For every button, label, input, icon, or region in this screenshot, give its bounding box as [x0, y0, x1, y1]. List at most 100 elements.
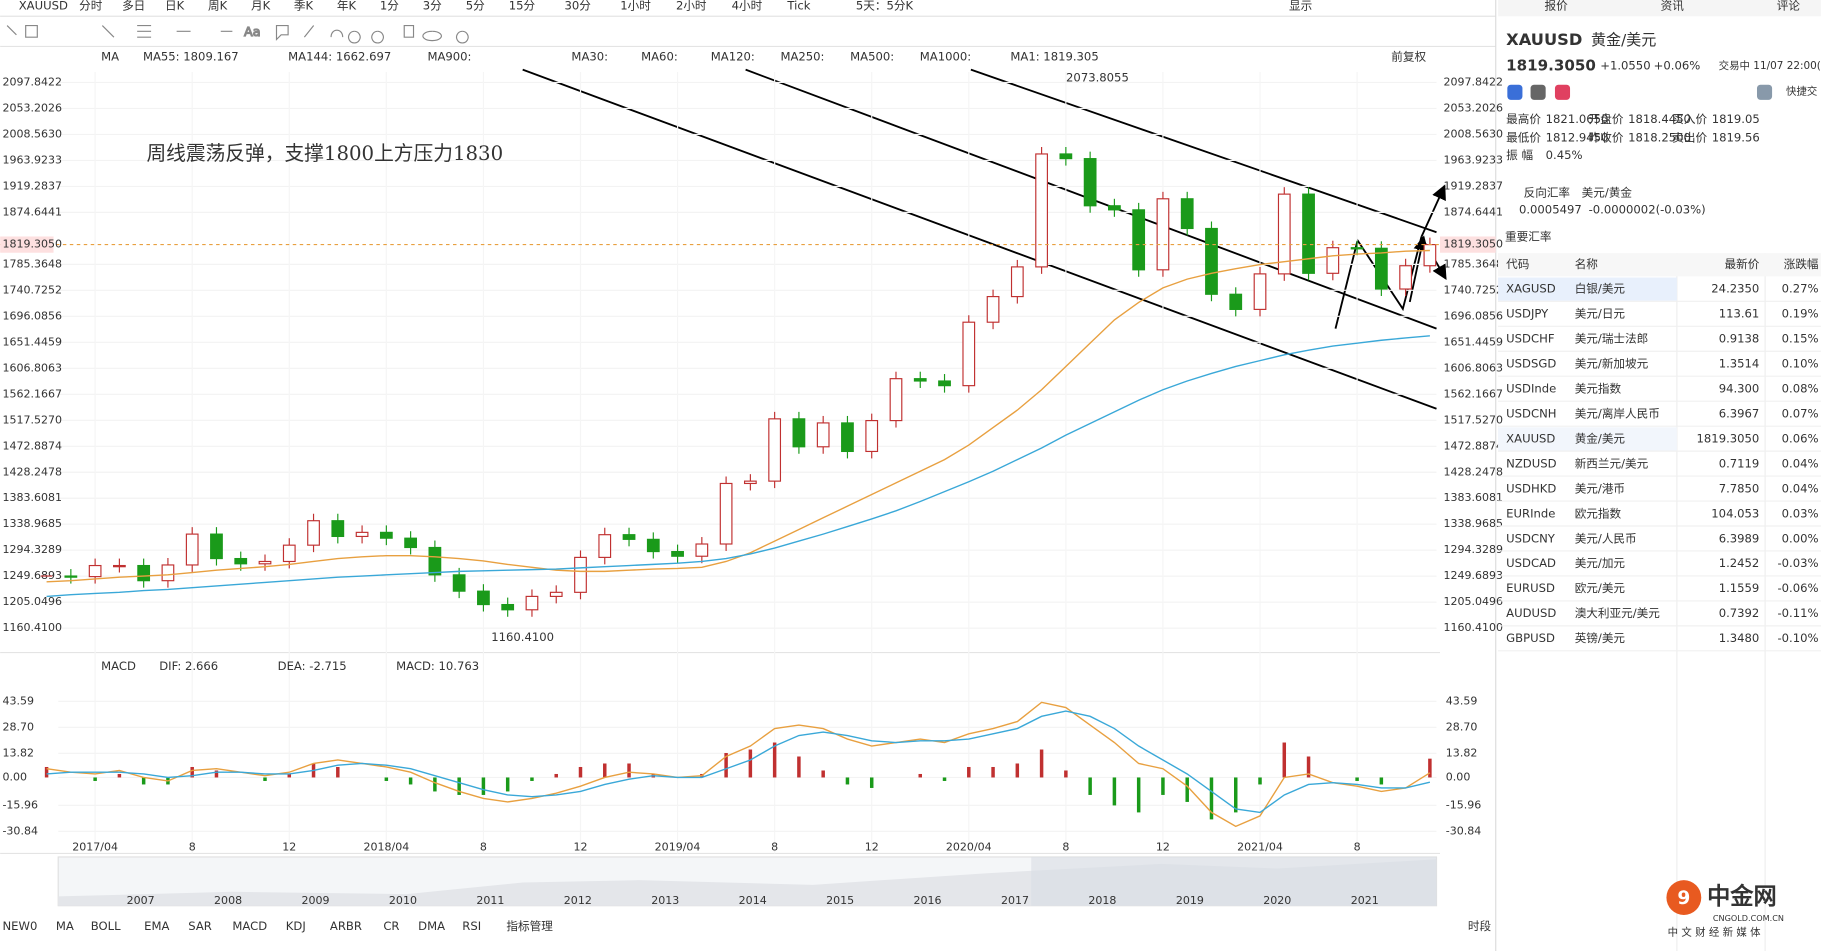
- row-name[interactable]: 新西兰元/美元: [1575, 456, 1649, 470]
- y-tick-label: 2053.2026: [1443, 101, 1503, 114]
- y-tick-label: 1606.8063: [2, 361, 62, 374]
- row-name[interactable]: 美元/离岸人民币: [1575, 406, 1660, 420]
- row-change: 0.08%: [1782, 381, 1819, 395]
- row-name[interactable]: 美元/人民币: [1575, 531, 1637, 545]
- candle: [913, 378, 927, 382]
- period-tab[interactable]: 15分: [509, 0, 536, 12]
- row-change: 0.03%: [1782, 506, 1819, 520]
- period-tab[interactable]: 1分: [380, 0, 399, 12]
- period-tab[interactable]: 3分: [423, 0, 442, 12]
- side-tab[interactable]: 资讯: [1661, 0, 1685, 12]
- row-code[interactable]: USDInde: [1506, 381, 1556, 395]
- quick-trade[interactable]: 快捷交: [1786, 85, 1817, 98]
- row-name[interactable]: 黄金/美元: [1575, 431, 1626, 445]
- period-tab[interactable]: 日K: [165, 0, 185, 12]
- indicator-tab[interactable]: EMA: [144, 919, 169, 933]
- display-button[interactable]: 显示: [1289, 0, 1312, 12]
- row-name[interactable]: 美元/日元: [1575, 307, 1626, 321]
- row-name[interactable]: 美元/瑞士法郎: [1575, 332, 1649, 346]
- macd-bar: [117, 773, 122, 778]
- row-code[interactable]: XAGUSD: [1506, 282, 1556, 296]
- period-tab[interactable]: 2小时: [676, 0, 707, 12]
- svg-text:9: 9: [1677, 888, 1690, 909]
- macd-bar: [1355, 777, 1359, 781]
- stat-value: 1812.9450: [1546, 131, 1609, 145]
- row-code[interactable]: EURUSD: [1506, 581, 1555, 595]
- row-name[interactable]: 美元/新加坡元: [1575, 357, 1649, 371]
- macd-bar: [748, 749, 753, 778]
- indicator-tab[interactable]: MA: [56, 919, 74, 933]
- indicator-tab[interactable]: ARBR: [330, 919, 362, 933]
- indicator-tab[interactable]: BOLL: [91, 919, 121, 933]
- y-tick-label: 1785.3648: [2, 257, 62, 270]
- macd-bar: [724, 753, 728, 778]
- row-code[interactable]: USDCHF: [1506, 332, 1554, 346]
- macd-tick-label: 13.82: [2, 746, 34, 759]
- macd-bar: [797, 756, 801, 778]
- row-name[interactable]: 欧元/美元: [1575, 581, 1626, 595]
- row-code[interactable]: AUDUSD: [1506, 606, 1556, 620]
- period-tab[interactable]: 1小时: [620, 0, 651, 12]
- period-tab[interactable]: 分时: [79, 0, 103, 12]
- side-name: 黄金/美元: [1591, 31, 1656, 49]
- stat-value: 1819.05: [1712, 112, 1760, 126]
- indicator-tab[interactable]: 指标管理: [506, 919, 553, 933]
- reverse-pair: 美元/黄金: [1582, 185, 1633, 199]
- indicator-tab[interactable]: DMA: [418, 919, 445, 933]
- candle: [986, 296, 1000, 323]
- row-name[interactable]: 美元/加元: [1575, 556, 1626, 570]
- period-tab[interactable]: 多日: [122, 0, 145, 12]
- row-name[interactable]: 美元/港币: [1575, 481, 1625, 495]
- side-icons[interactable]: [1507, 84, 1773, 100]
- column-header: 涨跌幅: [1784, 257, 1819, 271]
- indicator-tab[interactable]: KDJ: [286, 919, 306, 933]
- adjust-button[interactable]: 前复权: [1391, 49, 1426, 63]
- navigator-window[interactable]: [1031, 856, 1437, 906]
- row-code[interactable]: USDCNY: [1506, 531, 1556, 545]
- drawing-tools[interactable]: Aa: [6, 24, 469, 44]
- candle: [938, 380, 951, 387]
- row-code[interactable]: USDCAD: [1506, 556, 1556, 570]
- indicator-tab[interactable]: MACD: [232, 919, 267, 933]
- period-tab[interactable]: 5分: [466, 0, 485, 12]
- row-code[interactable]: USDCNH: [1506, 406, 1556, 420]
- side-symbol: XAUUSD: [1506, 30, 1582, 49]
- row-name[interactable]: 美元指数: [1575, 381, 1622, 395]
- y-tick-label: 1874.6441: [2, 205, 62, 218]
- row-code[interactable]: NZDUSD: [1506, 456, 1556, 470]
- navigator-year: 2014: [739, 894, 767, 907]
- row-name[interactable]: 澳大利亚元/美元: [1575, 606, 1661, 620]
- candle: [598, 534, 612, 558]
- indicator-tab[interactable]: CR: [383, 919, 399, 933]
- side-tab[interactable]: 报价: [1545, 0, 1569, 12]
- indicator-tab[interactable]: RSI: [462, 919, 481, 933]
- row-change: 0.19%: [1782, 307, 1819, 321]
- indicator-tab[interactable]: NEW0: [2, 919, 37, 933]
- row-name[interactable]: 英镑/美元: [1575, 631, 1626, 645]
- period-tab[interactable]: 5天：5分K: [856, 0, 914, 12]
- y-tick-label: 2008.5630: [1443, 127, 1503, 140]
- period-tab[interactable]: 4小时: [732, 0, 763, 12]
- period-tab[interactable]: 周K: [208, 0, 228, 12]
- row-code[interactable]: XAUUSD: [1506, 431, 1555, 445]
- row-code[interactable]: GBPUSD: [1506, 631, 1555, 645]
- row-code[interactable]: USDHKD: [1506, 481, 1556, 495]
- period-tab[interactable]: Tick: [786, 0, 810, 12]
- row-code[interactable]: EURInde: [1506, 506, 1555, 520]
- macd-bar: [44, 766, 49, 778]
- row-name[interactable]: 欧元指数: [1575, 506, 1622, 520]
- navigator-year: 2017: [1001, 894, 1029, 907]
- period-tab[interactable]: 月K: [251, 0, 271, 12]
- y-tick-label: 1383.6081: [2, 491, 62, 504]
- row-code[interactable]: USDSGD: [1506, 357, 1556, 371]
- row-code[interactable]: USDJPY: [1506, 307, 1549, 321]
- period-tab[interactable]: 季K: [294, 0, 314, 12]
- row-name[interactable]: 白银/美元: [1575, 282, 1626, 296]
- candle: [719, 482, 733, 545]
- session-button[interactable]: 时段: [1468, 919, 1492, 933]
- indicator-tab[interactable]: SAR: [188, 919, 212, 933]
- side-tab[interactable]: 评论: [1777, 0, 1801, 12]
- period-tab[interactable]: 年K: [337, 0, 357, 12]
- ma-legend: MA1: 1819.305: [1010, 49, 1098, 63]
- period-tab[interactable]: 30分: [564, 0, 591, 12]
